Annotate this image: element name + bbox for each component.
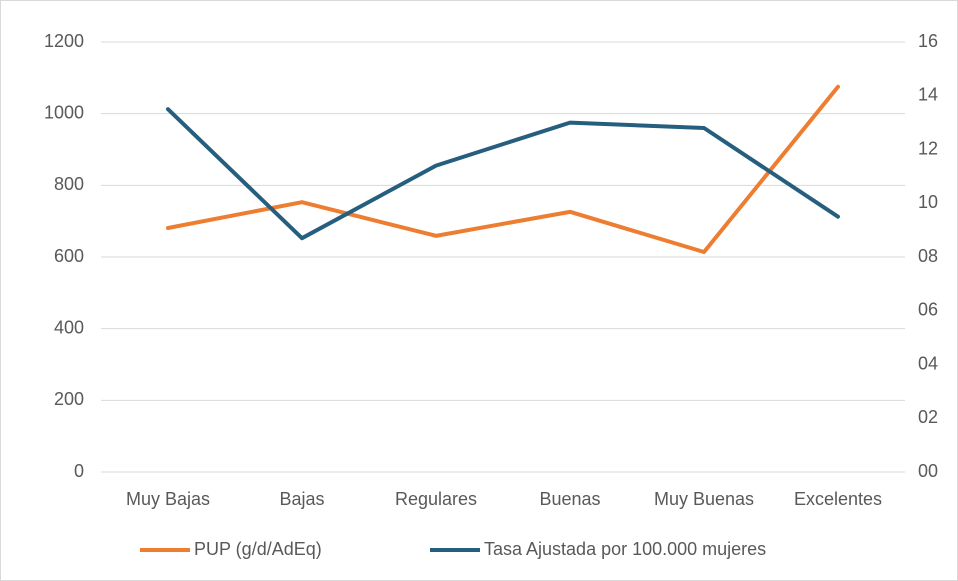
x-tick-label: Bajas: [279, 489, 324, 509]
y2-tick-label: 04: [918, 353, 938, 373]
y-tick-label: 1000: [44, 102, 84, 122]
legend-label: Tasa Ajustada por 100.000 mujeres: [484, 539, 766, 559]
x-tick-label: Excelentes: [794, 489, 882, 509]
y2-tick-label: 14: [918, 85, 938, 105]
y2-tick-label: 12: [918, 138, 938, 158]
x-tick-label: Muy Bajas: [126, 489, 210, 509]
y-tick-label: 400: [54, 317, 84, 337]
y-tick-label: 1200: [44, 31, 84, 51]
x-tick-label: Buenas: [539, 489, 600, 509]
y-tick-label: 0: [74, 461, 84, 481]
x-tick-label: Regulares: [395, 489, 477, 509]
legend-label: PUP (g/d/AdEq): [194, 539, 322, 559]
x-tick-label: Muy Buenas: [654, 489, 754, 509]
y2-tick-label: 06: [918, 300, 938, 320]
y2-tick-label: 10: [918, 192, 938, 212]
y2-tick-label: 00: [918, 461, 938, 481]
y2-tick-label: 16: [918, 31, 938, 51]
y-tick-label: 800: [54, 174, 84, 194]
y2-tick-label: 08: [918, 246, 938, 266]
y-tick-label: 200: [54, 389, 84, 409]
line-series: [166, 84, 840, 254]
y2-tick-label: 02: [918, 407, 938, 427]
line-series: [166, 107, 840, 241]
y-tick-label: 600: [54, 246, 84, 266]
